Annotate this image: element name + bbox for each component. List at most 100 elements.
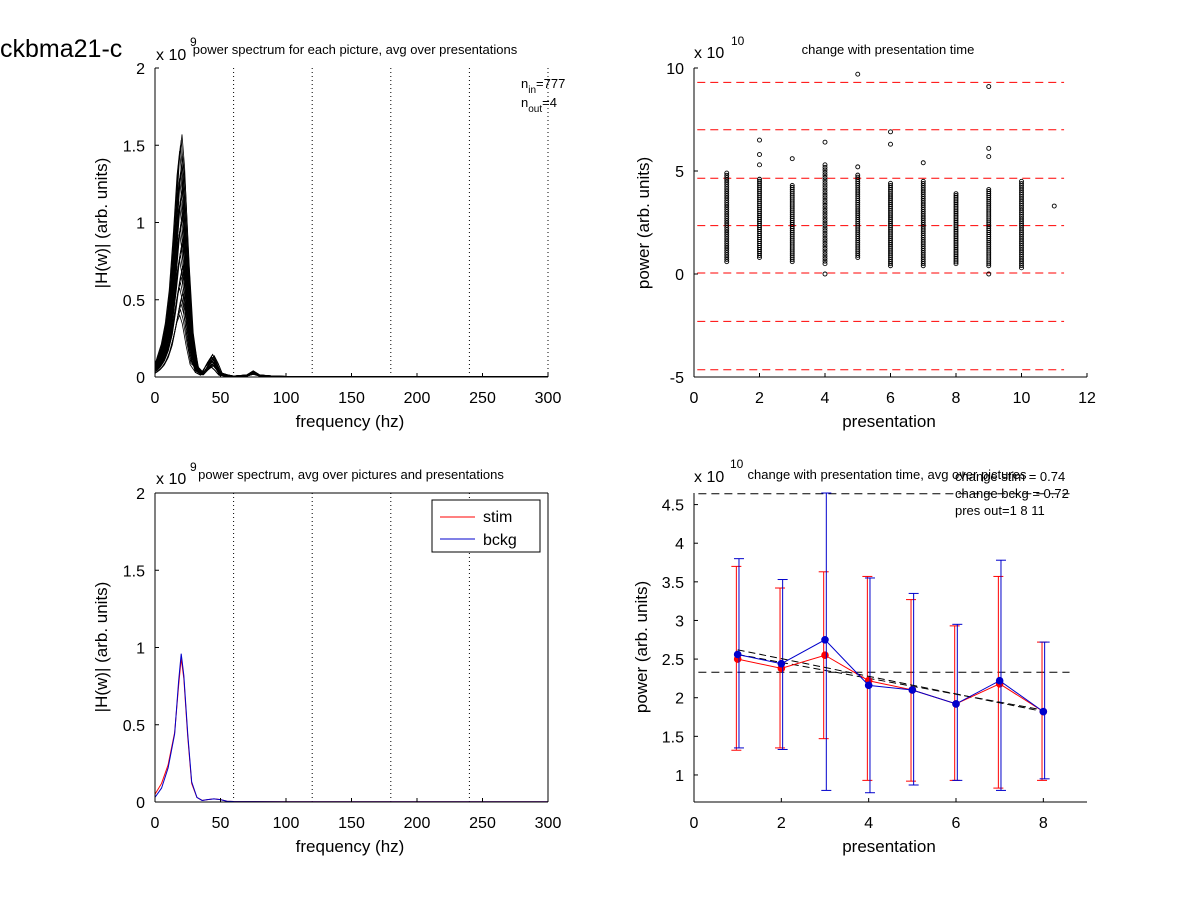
p1-ytick-label: 2 [136,61,145,78]
legend-stim-label: stim [483,509,512,526]
p2-point [724,202,730,208]
p1-exponent-base: x 10 [156,47,186,64]
p3-exponent-base: x 10 [156,471,186,488]
p2-point [888,180,893,186]
p1-spectrum-curve [156,156,548,378]
p2-point [724,256,730,262]
p1-spectrum-curve [154,200,548,378]
panel-change-with-presentation-time: 0 2 4 6 8 10 12 -5 0 5 10 change with presentation… [634,34,1096,431]
p2-point [757,137,762,143]
p2-point [822,187,828,193]
p4-xtick-label: 6 [952,815,961,832]
p2-point [888,183,893,188]
p3-ytick-label: 1 [136,641,145,658]
p1-ytick-label: 1.5 [123,138,145,155]
p1-xtick-label: 50 [212,390,230,407]
p3-ytick-label: 0.5 [123,718,145,735]
p1-ylabel: |H(w)| (arb. units) [92,158,111,289]
p4-point-bckg [995,676,1004,685]
p2-point [724,222,730,228]
p2-point [822,225,828,231]
p2-point [724,179,730,185]
p2-point [724,186,730,192]
p2-point [822,215,828,221]
p2-xtick-label: 6 [886,390,895,407]
p2-point [757,152,762,157]
p2-point [822,190,828,196]
p4-ytick-label: 4.5 [662,498,684,515]
p2-ytick-label: 5 [675,164,684,181]
p1-spectrum-curve [155,189,548,378]
p2-point [724,181,730,187]
p2-ylabel: power (arb. units) [634,157,653,289]
p2-point [822,202,828,208]
p2-xtick-label: 0 [690,390,699,407]
p4-xtick-label: 0 [690,815,699,832]
p4-point-bckg [908,686,917,694]
p2-point [822,185,828,191]
p4-annotation-bckg: change bckg = 0.72 [955,486,1069,501]
p2-point [822,256,828,262]
p2-point [789,184,795,190]
p4-annotation-pres-out: pres out=1 8 11 [955,503,1045,518]
p1-spectrum-curve [154,178,548,378]
p2-point [1051,203,1057,209]
p2-xtick-label: 8 [952,390,961,407]
p2-point [986,187,992,192]
p4-annotation-stim: change stim = 0.74 [955,469,1065,484]
p4-trend-stim [737,653,1044,711]
p4-series-stim [737,654,1044,713]
p2-point [986,189,992,194]
p2-point [724,250,730,256]
p2-point [855,172,861,178]
p2-point [789,156,795,162]
p1-spectrum-curve [156,183,548,378]
p2-point [822,169,828,175]
p2-ytick-label: 0 [675,267,684,284]
p2-point [888,141,893,147]
p4-xtick-label: 4 [864,815,873,832]
p2-point [724,170,730,176]
p1-spectrum-curve [154,222,548,377]
p1-spectrum-curve [155,134,548,378]
p2-point [822,243,828,249]
p2-point [1019,178,1024,184]
p1-spectrum-curve [154,150,548,378]
p2-point [724,177,730,183]
p2-point [724,216,730,221]
p2-point [822,258,828,264]
p2-exponent-base: x 10 [694,45,724,62]
p2-point [822,197,828,203]
p3-exponent: 9 [190,460,197,474]
p2-point [822,172,828,178]
p1-exponent: 9 [190,35,197,49]
p2-point [724,238,730,244]
p1-spectrum-curve [154,172,548,378]
p2-point [822,210,828,216]
p2-point [822,271,828,277]
p2-point [920,160,926,166]
p1-n-out-sub: out [528,104,542,115]
p2-point [920,181,926,186]
p2-point [789,182,795,188]
p4-point-bckg [952,700,960,708]
p3-legend: stim bckg [431,499,541,553]
p2-point [724,175,730,181]
p2-point [724,252,730,258]
p4-point-bckg [821,635,829,644]
panel-power-spectrum-each-picture: 0 50 100 150 200 250 300 0 0.5 1 1.5 2 power spectr… [92,35,565,431]
p2-xtick-label: 12 [1078,390,1096,407]
p2-point [822,195,828,201]
p2-point [888,129,893,135]
p2-title: change with presentation time [802,42,975,57]
p2-point [953,191,959,197]
p2-xtick-label: 4 [821,390,830,407]
p2-point [855,164,861,170]
p2-point [920,178,926,184]
p4-point-stim [821,651,829,660]
p3-ylabel: |H(w)| (arb. units) [92,582,111,713]
p2-point [724,229,730,235]
p2-point [822,180,828,186]
p1-spectrum-curve [156,211,548,378]
p1-spectrum-curve [154,167,548,377]
